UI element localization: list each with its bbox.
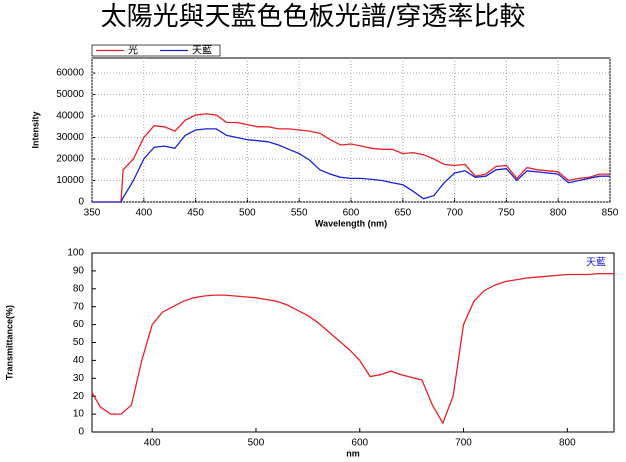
x-tick-label: 600 bbox=[351, 438, 368, 449]
x-tick-label: 550 bbox=[291, 208, 308, 219]
x-tick-label: 850 bbox=[602, 208, 619, 219]
y-tick-label: 100 bbox=[67, 248, 84, 259]
y-tick-label: 80 bbox=[73, 283, 85, 294]
x-tick-label: 750 bbox=[498, 208, 515, 219]
x-axis-title: Wavelength (nm) bbox=[315, 218, 387, 228]
x-tick-label: 700 bbox=[455, 438, 472, 449]
x-tick-label: 500 bbox=[239, 208, 256, 219]
x-tick-label: 650 bbox=[394, 208, 411, 219]
y-tick-label: 30000 bbox=[56, 132, 84, 143]
x-axis-title: nm bbox=[346, 448, 360, 458]
y-tick-label: 20000 bbox=[56, 154, 84, 165]
y-tick-label: 40 bbox=[73, 355, 85, 366]
x-tick-label: 400 bbox=[135, 208, 152, 219]
y-tick-label: 90 bbox=[73, 266, 85, 277]
series-line bbox=[92, 128, 610, 203]
plot-area bbox=[91, 252, 615, 433]
y-tick-label: 0 bbox=[78, 427, 84, 438]
series-line bbox=[92, 113, 610, 203]
x-tick-label: 800 bbox=[550, 208, 567, 219]
x-tick-label: 700 bbox=[446, 208, 463, 219]
y-tick-label: 50000 bbox=[56, 89, 84, 100]
x-tick-label: 400 bbox=[144, 438, 161, 449]
x-tick-label: 350 bbox=[84, 208, 101, 219]
y-tick-label: 30 bbox=[73, 373, 85, 384]
y-tick-label: 10 bbox=[73, 409, 85, 420]
y-tick-label: 20 bbox=[73, 391, 85, 402]
y-tick-label: 50 bbox=[73, 337, 85, 348]
page-title: 太陽光與天藍色色板光譜/穿透率比較 bbox=[101, 2, 526, 32]
x-tick-label: 600 bbox=[343, 208, 360, 219]
y-tick-label: 10000 bbox=[56, 175, 84, 186]
y-tick-label: 0 bbox=[78, 197, 84, 208]
y-tick-label: 70 bbox=[73, 301, 85, 312]
y-axis-title: Transmittance(%) bbox=[4, 305, 14, 380]
y-tick-label: 60000 bbox=[56, 68, 84, 79]
legend-label: 光 bbox=[128, 44, 138, 57]
legend-box bbox=[91, 44, 221, 57]
x-tick-label: 800 bbox=[559, 438, 576, 449]
y-tick-label: 60 bbox=[73, 319, 85, 330]
x-tick-label: 450 bbox=[187, 208, 204, 219]
y-tick-label: 40000 bbox=[56, 111, 84, 122]
y-axis-title: Intensity bbox=[30, 111, 40, 148]
x-tick-label: 500 bbox=[248, 438, 265, 449]
legend-label: 天藍 bbox=[192, 44, 212, 57]
series-line bbox=[91, 272, 614, 425]
legend-label: 天藍 bbox=[586, 256, 606, 269]
